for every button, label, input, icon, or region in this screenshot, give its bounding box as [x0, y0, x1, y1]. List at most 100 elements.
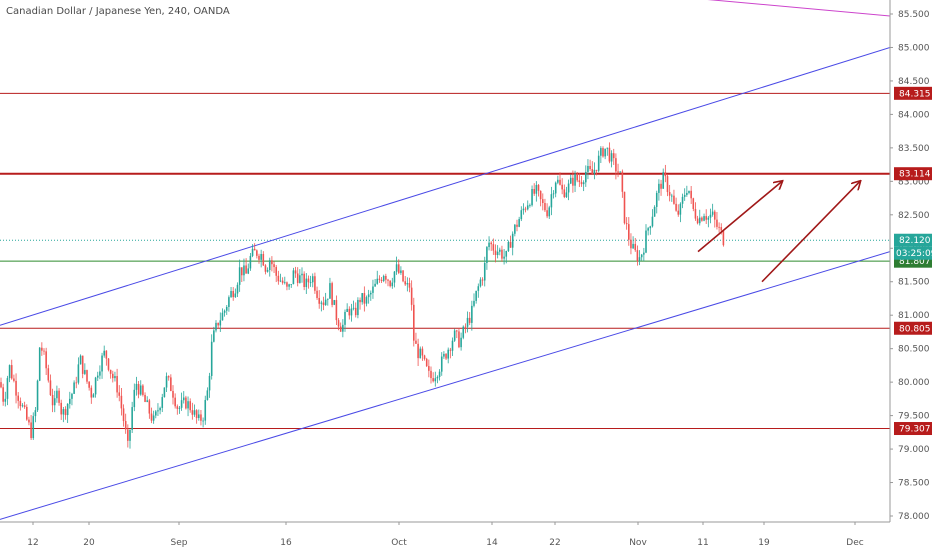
y-tick-label: 78.000	[898, 512, 930, 522]
candle-body	[720, 227, 723, 231]
candle-body	[690, 190, 692, 199]
candle-body	[595, 169, 598, 171]
candle-body	[458, 331, 460, 348]
candle-body	[21, 405, 24, 407]
candle-body	[146, 400, 148, 402]
countdown-badge	[894, 246, 932, 260]
candle-body	[671, 195, 673, 197]
candle-body	[185, 397, 187, 409]
candle-body	[195, 410, 198, 419]
candle-body	[73, 382, 75, 394]
channel-lower-line	[0, 251, 891, 520]
candle-body	[187, 401, 189, 409]
candle-body	[307, 278, 310, 283]
candle-body	[4, 398, 7, 402]
candle-body	[45, 351, 47, 369]
candle-body	[245, 265, 247, 274]
candle-body	[202, 420, 204, 422]
x-tick-label: Nov	[629, 538, 647, 548]
price-badge-label: 81.807	[899, 257, 931, 267]
candle-body	[402, 270, 404, 282]
candle-body	[522, 208, 525, 211]
candle-body	[563, 189, 566, 198]
candle-body	[539, 190, 542, 200]
price-badge	[894, 167, 932, 181]
candle-body	[210, 341, 213, 376]
candle-body	[346, 308, 348, 312]
candle-body	[94, 377, 97, 395]
candle-body	[172, 390, 174, 398]
candle-body	[161, 397, 164, 408]
candle-body	[116, 376, 118, 393]
candle-body	[428, 366, 430, 371]
candle-body	[266, 270, 269, 272]
y-tick-label: 81.000	[898, 311, 930, 321]
candle-body	[288, 284, 290, 287]
candle-body	[516, 224, 518, 227]
candle-body	[256, 250, 258, 256]
candle-body	[2, 387, 4, 402]
candle-body	[367, 294, 370, 298]
candle-body	[354, 307, 357, 316]
candle-body	[628, 224, 630, 240]
candle-body	[234, 293, 237, 298]
candle-body	[318, 297, 320, 304]
candle-body	[548, 207, 551, 217]
candle-body	[17, 395, 19, 401]
candle-body	[350, 308, 353, 316]
candle-body	[292, 270, 295, 285]
candle-body	[647, 228, 649, 231]
x-tick-label: Dec	[846, 538, 863, 548]
price-badge-label: 79.307	[899, 425, 931, 435]
candle-body	[225, 306, 228, 311]
candle-body	[582, 182, 585, 185]
candle-body	[419, 348, 422, 359]
chart-title: Canadian Dollar / Japanese Yen, 240, OAN…	[6, 6, 230, 17]
candle-body	[342, 324, 344, 332]
candle-body	[241, 267, 243, 276]
candle-body	[544, 203, 546, 211]
candle-body	[533, 188, 535, 194]
y-tick-label: 79.500	[898, 412, 930, 422]
candle-body	[550, 194, 553, 208]
candle-body	[75, 382, 78, 384]
candle-body	[585, 171, 587, 183]
candle-body	[718, 226, 720, 228]
price-badge-label: 80.805	[899, 324, 931, 334]
y-tick-label: 79.000	[898, 445, 930, 455]
candle-body	[129, 429, 131, 441]
candle-body	[456, 330, 458, 332]
candle-body	[475, 290, 477, 301]
candle-body	[567, 183, 570, 193]
candle-body	[290, 284, 293, 285]
candle-body	[492, 244, 495, 251]
candle-body	[630, 239, 632, 249]
candle-body	[277, 275, 280, 282]
candle-body	[391, 282, 394, 287]
candle-body	[163, 387, 166, 398]
candle-body	[655, 192, 658, 207]
y-tick-label: 83.000	[898, 177, 930, 187]
candle-body	[486, 247, 488, 263]
time-axis[interactable]	[0, 522, 932, 550]
y-tick-label: 82.500	[898, 211, 930, 221]
candle-body	[99, 371, 101, 376]
candle-body	[223, 310, 226, 313]
candle-body	[180, 400, 183, 408]
candle-body	[258, 255, 260, 260]
candle-body	[198, 414, 200, 419]
candle-body	[36, 380, 39, 411]
y-tick-label: 85.000	[898, 43, 930, 53]
candle-body	[133, 389, 136, 408]
candle-body	[69, 398, 71, 404]
candle-body	[320, 302, 323, 304]
candle-body	[612, 153, 615, 159]
candle-body	[531, 188, 533, 206]
candle-body	[623, 191, 626, 224]
candle-body	[324, 299, 327, 306]
candle-body	[120, 395, 123, 409]
candle-body	[395, 264, 398, 272]
candle-body	[589, 165, 591, 170]
candle-body	[204, 399, 207, 421]
